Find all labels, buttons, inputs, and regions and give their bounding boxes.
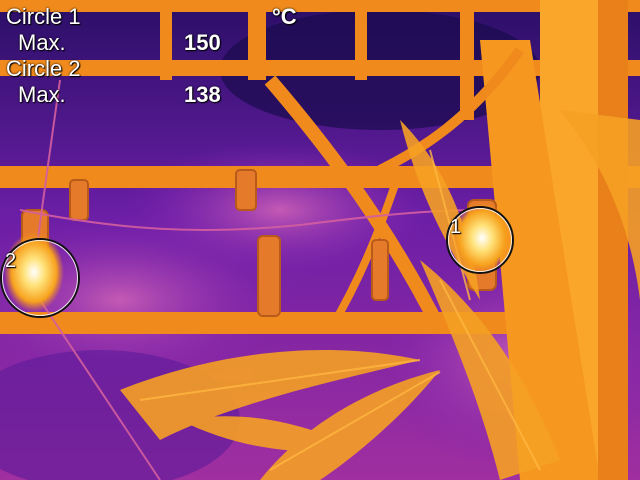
circle-1-max-value: 150 xyxy=(184,30,221,55)
circle-2-max-label: Max. xyxy=(18,82,66,107)
measurement-circle-1-ring xyxy=(448,208,512,272)
measurement-circle-1[interactable] xyxy=(446,206,514,274)
measurement-circle-2[interactable] xyxy=(0,238,80,318)
measurement-circle-2-ring xyxy=(2,240,78,316)
circle-1-max-label: Max. xyxy=(18,30,66,55)
measurement-circle-1-number: 1 xyxy=(450,216,462,238)
circle-1-label: Circle 1 xyxy=(6,4,81,29)
circle-2-label: Circle 2 xyxy=(6,56,81,81)
circle-2-max-value: 138 xyxy=(184,82,221,107)
measurement-circle-2-number: 2 xyxy=(5,250,17,272)
temperature-unit: °C xyxy=(272,4,297,29)
